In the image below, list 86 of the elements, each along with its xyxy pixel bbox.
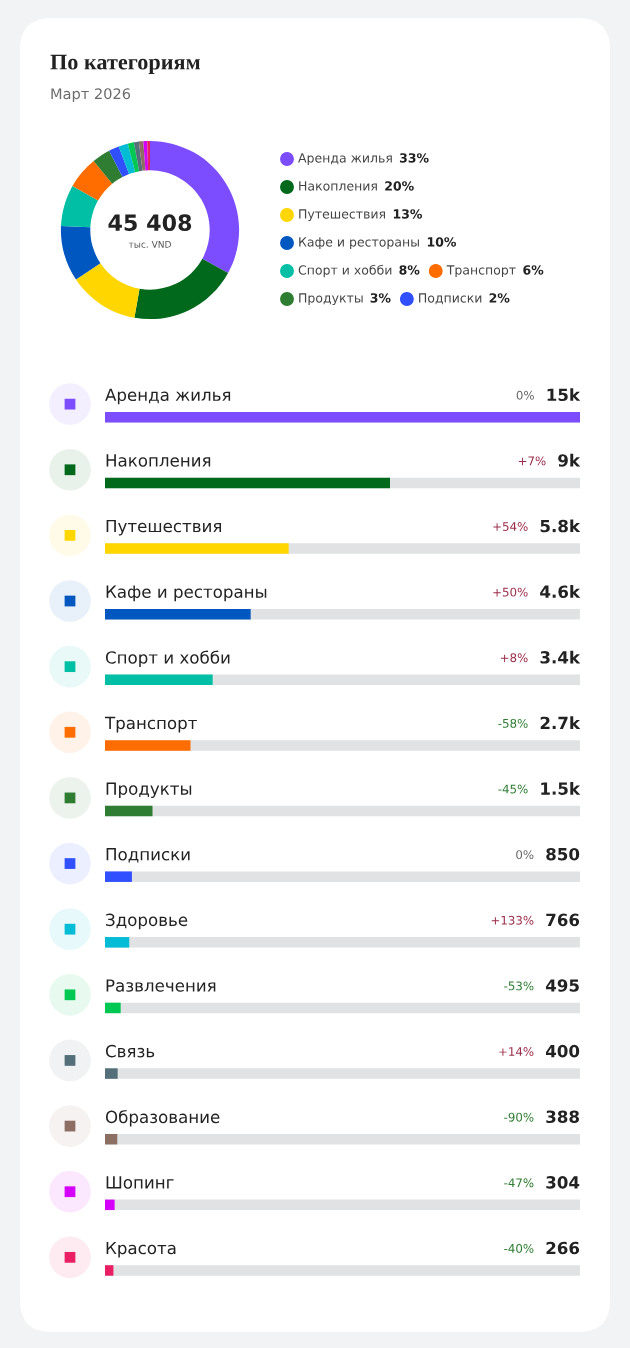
y-tick-label: Развлечения — [106, 979, 216, 992]
data-label: 304 — [546, 1176, 580, 1189]
data-label: 2% — [489, 293, 510, 303]
y-tick-label: Шопинг — [106, 1176, 174, 1189]
donut-slice — [138, 141, 146, 171]
y-tick-label: Накопления — [106, 454, 211, 467]
bar — [105, 1265, 114, 1276]
bar — [105, 805, 153, 817]
legend-label: Спорт и хобби — [298, 264, 392, 278]
data-label: 13% — [393, 209, 423, 219]
annotation: +8% — [500, 653, 528, 663]
legend-label: Кафе и рестораны — [299, 237, 419, 250]
data-label: 9k — [558, 453, 581, 467]
data-label: 10% — [427, 237, 457, 247]
annotation: -45% — [498, 784, 528, 794]
bar — [105, 674, 213, 686]
legend-label: Продукты — [299, 293, 363, 306]
annotation: +133% — [491, 915, 534, 925]
donut-slice — [147, 140, 150, 171]
data-label: 850 — [546, 847, 580, 861]
annotation: +14% — [499, 1047, 534, 1056]
text: 45 408 — [108, 214, 192, 232]
data-label: 266 — [546, 1241, 580, 1255]
donut-slice — [60, 186, 99, 228]
data-label: 4.6k — [540, 585, 581, 598]
bar — [105, 1068, 118, 1079]
donut-slice — [134, 258, 229, 320]
y-tick-label: Здоровье — [106, 913, 188, 930]
text: тыс. VND — [128, 241, 171, 248]
data-label: 400 — [545, 1044, 580, 1058]
donut-slice — [127, 142, 140, 173]
data-label: 3% — [370, 293, 391, 303]
donut-slice — [133, 141, 143, 172]
data-label: 388 — [546, 1110, 579, 1124]
bar — [105, 1199, 115, 1211]
bar — [105, 1133, 118, 1145]
bar — [105, 608, 251, 620]
annotation: 0% — [516, 850, 534, 860]
donut-slice — [118, 143, 136, 175]
annotation: +54% — [493, 522, 528, 531]
y-tick-label: Спорт и хобби — [105, 650, 230, 667]
data-label: 33% — [399, 153, 429, 163]
bar — [105, 871, 132, 882]
y-tick-label: Красота — [106, 1241, 176, 1258]
data-label: 15k — [547, 388, 581, 402]
legend-label: Аренда жилья — [298, 153, 392, 166]
legend-label: Подписки — [419, 293, 482, 305]
y-tick-label: Образование — [105, 1109, 220, 1127]
y-tick-label: Кафе и рестораны — [106, 585, 267, 602]
y-tick-label: Аренда жилья — [105, 388, 231, 405]
donut-slice — [60, 226, 101, 280]
legend-label: Транспорт — [446, 265, 516, 278]
donut-slice — [143, 140, 149, 171]
donut-slice — [109, 146, 130, 177]
data-label: 1.5k — [541, 781, 581, 795]
data-label: 8% — [399, 265, 420, 275]
data-label: 20% — [385, 181, 414, 191]
y-tick-label: Связь — [105, 1044, 155, 1058]
annotation: +50% — [493, 587, 528, 597]
bar — [105, 1002, 121, 1014]
annotation: 0% — [516, 390, 534, 400]
legend-label: Накопления — [299, 181, 377, 191]
data-label: 495 — [545, 979, 579, 992]
annotation: -40% — [504, 1243, 534, 1253]
chart-subtitle: Март 2026 — [51, 88, 131, 103]
annotation: -58% — [498, 718, 528, 728]
annotation: -53% — [504, 981, 534, 991]
y-tick-label: Продукты — [106, 782, 192, 799]
annotation: +7% — [518, 456, 546, 466]
data-label: 3.4k — [540, 650, 581, 664]
data-label: 2.7k — [540, 716, 581, 730]
bar — [105, 740, 191, 751]
data-label: 5.8k — [540, 519, 581, 533]
donut-slice — [75, 263, 140, 318]
annotation: -90% — [504, 1112, 534, 1122]
donut-slice — [93, 150, 123, 184]
y-tick-label: Путешествия — [106, 519, 221, 536]
annotation: -47% — [504, 1178, 534, 1188]
y-tick-label: Подписки — [106, 848, 190, 863]
data-label: 766 — [546, 913, 580, 927]
donut-slice — [72, 160, 113, 201]
legend-label: Путешествия — [299, 209, 385, 222]
chart-title: По категориям — [50, 54, 200, 75]
y-tick-label: Транспорт — [104, 716, 197, 733]
bar — [105, 937, 130, 948]
data-label: 6% — [523, 265, 544, 275]
